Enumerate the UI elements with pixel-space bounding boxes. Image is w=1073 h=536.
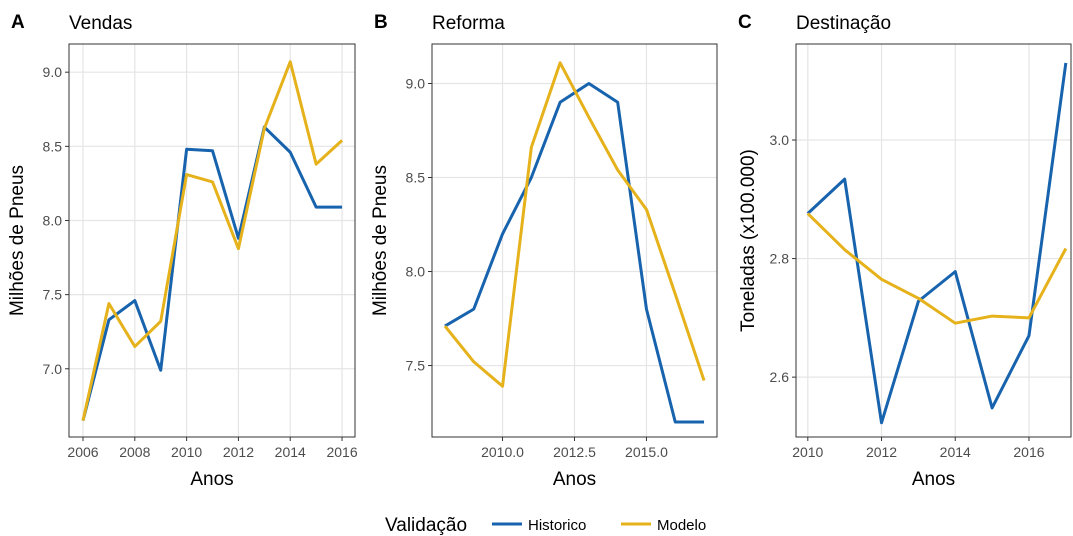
x-tick-label: 2016	[1013, 444, 1044, 460]
panel-border	[68, 43, 356, 438]
x-tick-label: 2014	[940, 444, 971, 460]
y-tick-label: 7.5	[43, 287, 63, 303]
panel-title: Vendas	[69, 13, 132, 34]
y-tick-label: 3.0	[770, 132, 790, 148]
panel-title: Reforma	[432, 13, 505, 34]
series-line	[81, 125, 343, 422]
series-line	[443, 61, 706, 388]
y-axis-title: Milhões de Pneus	[7, 165, 28, 316]
panel-border	[431, 43, 718, 438]
y-tick-label: 9.0	[406, 75, 426, 91]
x-tick-label: 2012.5	[553, 444, 596, 460]
panel-tag: C	[738, 12, 752, 33]
x-tick-label: 2015.0	[625, 444, 668, 460]
y-tick-label: 7.0	[43, 361, 63, 377]
y-tick-label: 8.5	[43, 138, 63, 154]
panel-tag: A	[11, 12, 25, 33]
panel-background	[796, 44, 1071, 437]
y-tick-label: 2.6	[770, 369, 790, 385]
x-tick-label: 2008	[119, 444, 150, 460]
panel-tag: B	[374, 12, 388, 33]
series-line	[806, 62, 1068, 425]
x-tick-label: 2010	[171, 444, 202, 460]
panel-title: Destinação	[796, 13, 891, 34]
panel-background	[69, 44, 355, 437]
series-line	[81, 60, 344, 422]
series-line	[806, 212, 1068, 325]
y-tick-label: 8.0	[43, 212, 63, 228]
x-tick-label: 2014	[275, 444, 306, 460]
y-tick-label: 8.0	[406, 264, 426, 280]
x-tick-label: 2010.0	[481, 444, 524, 460]
x-tick-label: 2016	[326, 444, 357, 460]
y-tick-label: 8.5	[406, 170, 426, 186]
x-tick-label: 2012	[223, 444, 254, 460]
x-tick-label: 2006	[67, 444, 98, 460]
y-axis-title: Milhões de Pneus	[370, 165, 391, 316]
y-tick-label: 7.5	[406, 358, 426, 374]
legend-title: Validação	[385, 515, 467, 536]
x-tick-label: 2012	[866, 444, 897, 460]
x-axis-title: Anos	[553, 469, 596, 490]
y-axis-title: Toneladas (x100.000)	[738, 149, 759, 332]
y-tick-label: 2.8	[770, 251, 790, 267]
x-tick-label: 2010	[792, 444, 823, 460]
x-axis-title: Anos	[912, 469, 955, 490]
legend-label: Historico	[528, 517, 586, 534]
x-axis-title: Anos	[190, 469, 233, 490]
legend-label: Modelo	[657, 517, 706, 534]
y-tick-label: 9.0	[43, 64, 63, 80]
panel-border	[795, 43, 1072, 438]
